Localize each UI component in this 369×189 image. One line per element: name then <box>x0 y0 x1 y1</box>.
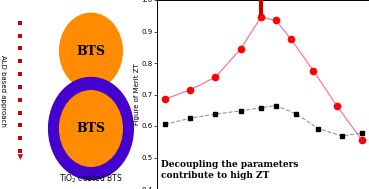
Y-axis label: Figure of Merit ZT: Figure of Merit ZT <box>134 64 140 125</box>
Circle shape <box>59 91 122 166</box>
Text: Decoupling the parameters
contribute to high ZT: Decoupling the parameters contribute to … <box>161 160 298 180</box>
Circle shape <box>49 77 133 180</box>
Text: BTS: BTS <box>76 45 106 57</box>
Text: ALD based approach: ALD based approach <box>0 55 6 127</box>
Circle shape <box>59 13 122 89</box>
Text: BTS: BTS <box>76 122 106 135</box>
Text: TiO$_2$ coated BTS: TiO$_2$ coated BTS <box>59 173 123 185</box>
